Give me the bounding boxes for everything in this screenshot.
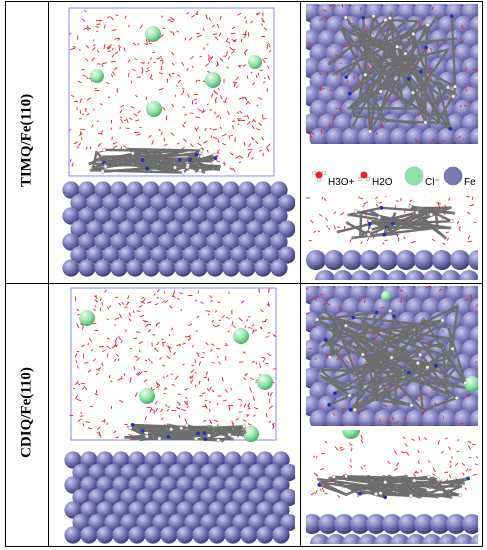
legend: H3O+ H2O Cl⁻ Fe: [306, 162, 478, 192]
cell-boundary: [70, 287, 277, 441]
inhibitor-molecule: [336, 204, 456, 240]
water-molecules: [68, 10, 272, 173]
chloride-ion: [464, 376, 478, 392]
inhibitor-molecule: [327, 11, 458, 134]
top-view-cdiq-svg: [306, 286, 478, 426]
legend-chloride: Cl⁻: [425, 177, 440, 188]
simulation-box-cdiq: [55, 286, 295, 544]
inhibitor-molecule: [124, 422, 247, 443]
simulation-box-cdiq-svg: [64, 287, 295, 544]
iron-slab: [62, 181, 295, 277]
chloride-ion: [248, 55, 262, 69]
chloride-ion: [342, 430, 360, 439]
side-view-cdiq: [306, 430, 478, 544]
simulation-box-timq-svg: [62, 7, 295, 277]
water-icon: [357, 171, 371, 182]
water-molecules: [306, 196, 477, 246]
chloride-ion: [145, 26, 161, 42]
side-view-timq-svg: [306, 196, 478, 280]
chloride-ion: [90, 69, 104, 83]
hydronium-icon: [311, 170, 327, 183]
top-view-timq-svg: [306, 4, 478, 144]
chloride-ion: [146, 101, 162, 117]
iron-icon: [443, 166, 463, 186]
legend-water: H2O: [372, 177, 393, 188]
chloride-ion: [243, 426, 259, 442]
inhibitor-molecule: [315, 304, 468, 412]
top-view-timq: [306, 4, 478, 144]
chloride-ion: [381, 291, 391, 301]
legend-hydronium: H3O+: [328, 177, 355, 188]
chloride-ion: [139, 388, 155, 404]
chloride-ion: [79, 310, 95, 326]
row-label-cdiq: CDIQ/Fe(110): [18, 367, 35, 458]
inhibitor-molecule: [317, 474, 471, 500]
water-molecules: [69, 287, 277, 438]
chloride-ion: [233, 328, 249, 344]
side-view-cdiq-svg: [306, 430, 478, 544]
legend-iron: Fe: [464, 177, 476, 188]
chloride-ion: [257, 374, 273, 390]
chloride-icon: [404, 166, 424, 186]
legend-svg: H3O+ H2O Cl⁻ Fe: [311, 166, 476, 188]
row-label-timq: TIMQ/Fe(110): [18, 93, 35, 188]
inhibitor-molecule: [88, 147, 221, 175]
chloride-ion: [205, 72, 221, 88]
iron-slab: [306, 514, 478, 544]
cell-boundary: [68, 7, 275, 177]
iron-slab: [306, 250, 478, 280]
iron-slab: [64, 451, 295, 544]
simulation-box-timq: [55, 4, 295, 280]
side-view-timq: [306, 196, 478, 280]
top-view-cdiq: [306, 286, 478, 426]
